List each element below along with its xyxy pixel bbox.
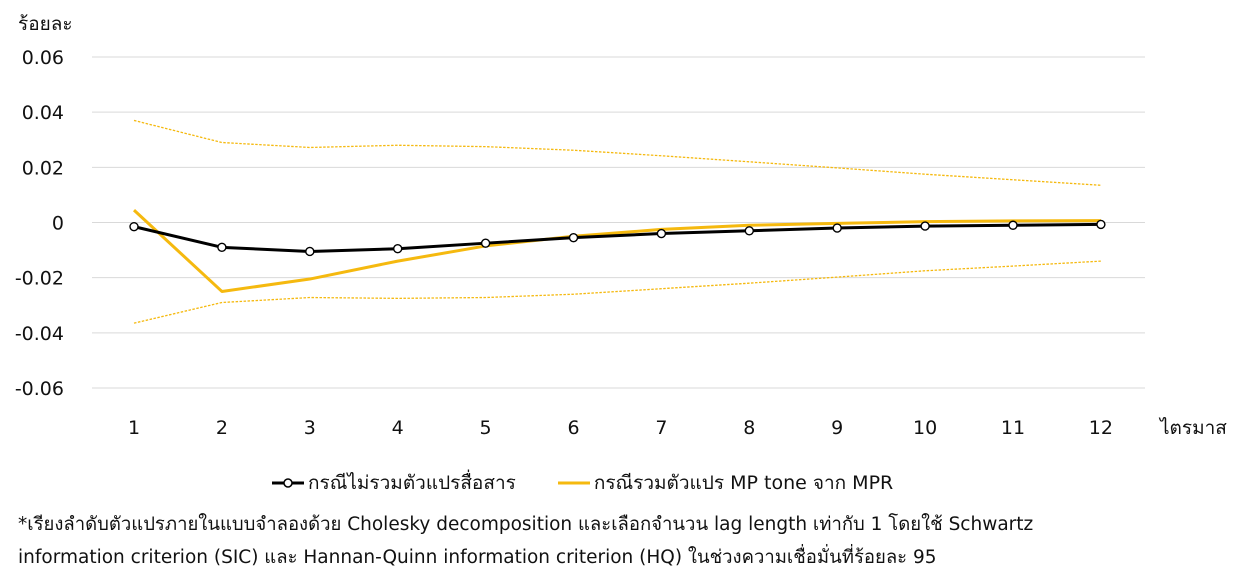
legend-item-mp-tone: กรณีรวมตัวแปร MP tone จาก MPR	[556, 468, 893, 498]
y-tick-labels: 0.06 0.04 0.02 0 -0.02 -0.04 -0.06	[15, 47, 64, 400]
data-point-marker	[480, 238, 491, 248]
x-tick-label: 8	[743, 417, 755, 439]
x-axis-title: ไตรมาส	[1158, 417, 1227, 439]
footnote-line-1: *เรียงลำดับตัวแปรภายในแบบจำลองด้วย Chole…	[18, 514, 1034, 535]
data-point-marker	[393, 244, 403, 254]
x-tick-label: 2	[216, 417, 228, 439]
x-tick-label: 7	[655, 417, 667, 439]
legend-label-no-communication: กรณีไม่รวมตัวแปรสื่อสาร	[308, 472, 516, 494]
series-line-no-communication	[133, 222, 1101, 253]
legend-swatch-black-circle	[272, 478, 304, 488]
data-point-marker	[744, 226, 754, 236]
data-point-marker	[656, 228, 667, 239]
impulse-response-chart: 0.060.040.020-0.02-0.04-0.06 1 2 3 4 5 6 7 8 9 10…	[15, 13, 1227, 439]
y-tick-label: 0	[52, 213, 64, 235]
data-point-marker	[305, 246, 315, 257]
footnote: *เรียงลำดับตัวแปรภายในแบบจำลองด้วย Chole…	[18, 508, 1233, 574]
x-tick-label: 11	[1001, 417, 1025, 439]
series-lines	[129, 119, 1106, 324]
legend: กรณีไม่รวมตัวแปรสื่อสาร กรณีรวมตัวแปร MP…	[270, 468, 933, 498]
data-point-marker	[568, 232, 579, 243]
gridlines	[92, 56, 1145, 389]
x-tick-label: 12	[1089, 417, 1113, 439]
y-tick-label: 0.02	[22, 157, 64, 179]
series-line-mp-tone	[132, 208, 1101, 293]
x-tick-label: 4	[392, 417, 404, 439]
data-point-marker	[1008, 220, 1018, 230]
series-line-upper-bound	[133, 119, 1101, 186]
x-tick-label: 10	[913, 417, 937, 439]
data-point-marker	[217, 242, 227, 253]
x-tick-label: 6	[567, 417, 579, 439]
x-tick-label: 3	[304, 417, 316, 439]
y-tick-label: 0.06	[22, 47, 64, 69]
data-point-marker	[832, 223, 842, 233]
data-point-marker	[920, 221, 930, 231]
x-tick-label: 9	[831, 417, 843, 439]
x-tick-labels: 1 2 3 4 5 6 7 8 9 10 11 12	[128, 417, 1113, 439]
data-point-marker	[1096, 219, 1106, 230]
legend-swatch-yellow-line	[557, 481, 590, 485]
legend-item-no-communication: กรณีไม่รวมตัวแปรสื่อสาร	[270, 468, 516, 498]
y-tick-label: -0.06	[15, 378, 64, 400]
footnote-line-2: information criterion (SIC) และ Hannan-Q…	[18, 547, 937, 568]
y-tick-label: 0.04	[22, 102, 64, 124]
y-tick-label: -0.04	[15, 323, 64, 345]
x-tick-label: 1	[128, 417, 140, 439]
x-tick-label: 5	[480, 417, 492, 439]
data-point-marker	[129, 221, 139, 232]
y-axis-title: ร้อยละ	[18, 13, 73, 35]
legend-label-mp-tone: กรณีรวมตัวแปร MP tone จาก MPR	[593, 472, 894, 494]
series-line-lower-bound	[133, 260, 1101, 324]
y-tick-label: -0.02	[15, 268, 64, 290]
